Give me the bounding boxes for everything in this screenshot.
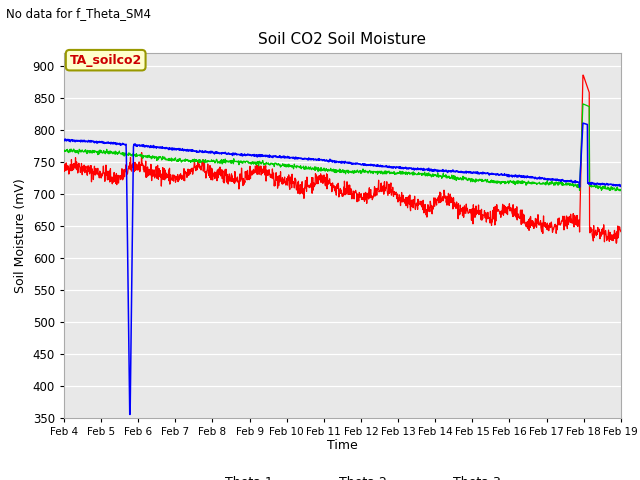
Text: TA_soilco2: TA_soilco2 — [70, 54, 142, 67]
Y-axis label: Soil Moisture (mV): Soil Moisture (mV) — [14, 178, 27, 293]
Title: Soil CO2 Soil Moisture: Soil CO2 Soil Moisture — [259, 33, 426, 48]
Legend: Theta 1, Theta 2, Theta 3: Theta 1, Theta 2, Theta 3 — [179, 471, 506, 480]
X-axis label: Time: Time — [327, 439, 358, 453]
Text: No data for f_Theta_SM4: No data for f_Theta_SM4 — [6, 7, 152, 20]
